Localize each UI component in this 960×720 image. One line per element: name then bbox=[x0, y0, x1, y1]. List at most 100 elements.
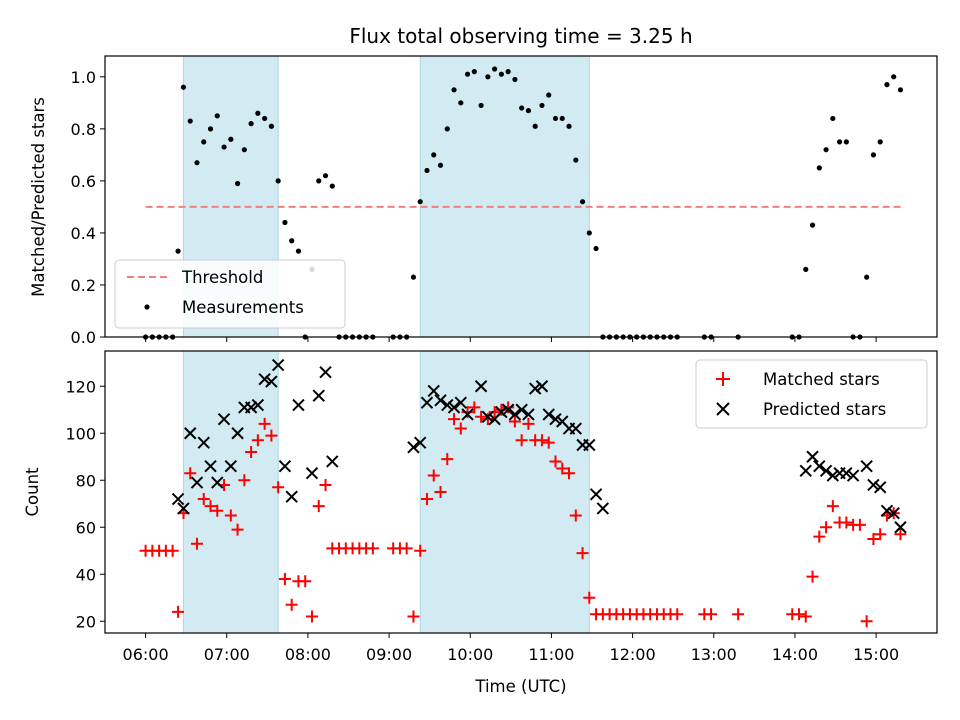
matched-star-point bbox=[434, 486, 447, 498]
measurement-point bbox=[525, 108, 532, 114]
matched-star-point bbox=[184, 467, 197, 480]
measurement-point bbox=[282, 219, 288, 226]
matched-star-point bbox=[197, 493, 210, 506]
x-tick-label: 14:00 bbox=[772, 645, 818, 664]
matched-star-point bbox=[853, 518, 866, 531]
matched-star-point bbox=[475, 410, 488, 423]
matched-star-point bbox=[231, 523, 244, 536]
matched-star-point bbox=[671, 608, 684, 621]
measurement-point bbox=[316, 178, 322, 184]
measurement-point bbox=[870, 152, 877, 158]
measurement-point bbox=[566, 123, 572, 129]
measurement-point bbox=[505, 69, 511, 75]
top-y-tick-label: 1.0 bbox=[71, 68, 96, 87]
matched-star-point bbox=[515, 434, 528, 447]
predicted-star-point bbox=[522, 408, 535, 421]
measurement-point bbox=[241, 147, 247, 153]
measurement-point bbox=[424, 167, 430, 174]
matched-star-point bbox=[172, 605, 185, 618]
matched-star-point bbox=[305, 610, 318, 623]
x-axis-label: Time (UTC) bbox=[474, 677, 566, 696]
measurement-point bbox=[573, 157, 579, 163]
bottom-legend-box bbox=[695, 359, 928, 429]
matched-star-point bbox=[454, 422, 467, 435]
matched-legend-label: Matched stars bbox=[763, 370, 880, 389]
predicted-star-point bbox=[461, 408, 474, 421]
measurement-point bbox=[830, 115, 836, 122]
matched-star-point bbox=[522, 417, 535, 430]
predicted-star-point bbox=[204, 459, 217, 473]
bottom-y-tick-label: 80 bbox=[76, 471, 96, 490]
matched-star-point bbox=[502, 401, 515, 414]
predicted-star-point bbox=[813, 459, 826, 473]
x-tick-label: 07:00 bbox=[204, 645, 250, 664]
predicted-star-point bbox=[840, 466, 853, 480]
matched-star-point bbox=[874, 528, 887, 541]
predicted-star-point bbox=[596, 502, 610, 515]
matched-star-point bbox=[407, 610, 420, 623]
x-tick-label: 15:00 bbox=[853, 645, 899, 664]
x-tick-label: 11:00 bbox=[528, 645, 574, 664]
chart-title: Flux total observing time = 3.25 h bbox=[349, 24, 692, 48]
predicted-star-point bbox=[894, 521, 907, 534]
x-tick-label: 08:00 bbox=[285, 645, 331, 664]
predicted-star-point bbox=[549, 412, 562, 426]
matched-star-point bbox=[569, 509, 582, 522]
x-tick-label: 10:00 bbox=[447, 645, 493, 664]
measurement-point bbox=[593, 245, 599, 252]
predicted-star-point bbox=[441, 398, 454, 412]
predicted-star-point bbox=[474, 380, 488, 393]
matched-star-point bbox=[258, 417, 271, 430]
measurement-point bbox=[579, 199, 586, 205]
measurement-point bbox=[877, 139, 883, 145]
measurement-point bbox=[836, 139, 843, 145]
predicted-star-point bbox=[319, 365, 332, 379]
predicted-star-point bbox=[501, 403, 515, 416]
measurement-point bbox=[485, 74, 491, 80]
matched-star-point bbox=[508, 415, 521, 428]
predicted-star-point bbox=[454, 396, 468, 409]
top-panel-frame bbox=[104, 55, 938, 338]
predicted-star-point bbox=[211, 476, 224, 489]
bottom-y-tick-label: 100 bbox=[65, 424, 96, 443]
matched-star-point bbox=[461, 406, 474, 419]
predicted-legend-swatch bbox=[716, 402, 730, 416]
matched-star-point bbox=[441, 453, 454, 466]
measurement-point bbox=[478, 102, 484, 109]
measurement-point bbox=[410, 274, 417, 280]
bottom-y-axis-label: Count bbox=[23, 467, 42, 517]
predicted-star-point bbox=[305, 466, 319, 480]
measurements-legend-label: Measurements bbox=[182, 298, 304, 317]
matched-star-point bbox=[542, 436, 555, 449]
predicted-star-point bbox=[569, 422, 582, 435]
matched-star-point bbox=[224, 509, 237, 522]
measurement-point bbox=[843, 139, 849, 145]
top-y-axis-label: Matched/Predicted stars bbox=[29, 97, 48, 297]
measurement-point bbox=[471, 69, 477, 75]
measurement-point bbox=[214, 113, 220, 119]
measurements-legend-swatch bbox=[144, 304, 150, 310]
measurement-point bbox=[194, 160, 200, 166]
measurement-point bbox=[268, 123, 274, 129]
x-tick-label: 06:00 bbox=[123, 645, 169, 664]
measurement-point bbox=[201, 139, 207, 145]
measurement-point bbox=[417, 199, 423, 205]
matched-star-point bbox=[860, 615, 873, 628]
matched-star-point bbox=[705, 608, 718, 621]
observing-interval-bottom-0 bbox=[182, 350, 279, 634]
measurement-point bbox=[803, 266, 809, 272]
bottom-y-tick-label: 40 bbox=[76, 565, 96, 584]
measurement-point bbox=[275, 178, 281, 184]
predicted-star-point bbox=[258, 372, 271, 386]
measurement-point bbox=[816, 165, 822, 171]
measurement-point bbox=[864, 274, 870, 280]
measurement-point bbox=[289, 238, 295, 244]
measurement-point bbox=[437, 162, 444, 168]
bottom-panel-frame bbox=[104, 350, 938, 634]
measurement-point bbox=[546, 92, 552, 98]
matched-star-point bbox=[488, 406, 501, 419]
matched-star-point bbox=[312, 500, 325, 513]
measurement-point bbox=[464, 71, 471, 77]
predicted-star-point bbox=[217, 412, 231, 426]
measurement-point bbox=[329, 183, 335, 189]
